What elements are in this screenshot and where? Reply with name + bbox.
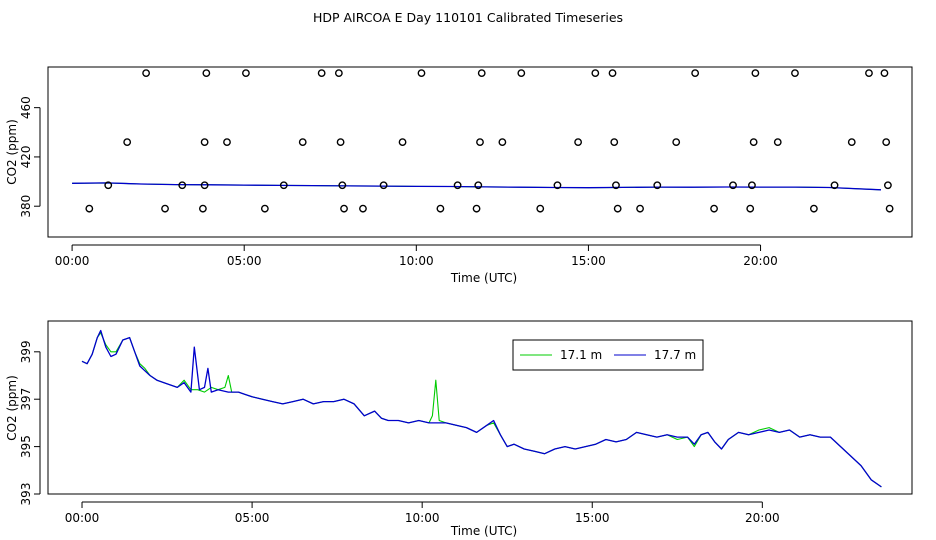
top-data-point [536, 204, 545, 213]
top-data-point [279, 181, 288, 190]
top-data-point [476, 138, 484, 147]
top-y-tick-label: 460 [19, 96, 33, 119]
top-x-tick-label: 00:00 [55, 254, 90, 268]
top-data-point [498, 138, 507, 147]
legend: 17.1 m 17.7 m [512, 339, 704, 371]
bottom-x-tick-label: 10:00 [405, 511, 440, 525]
top-data-point [340, 204, 348, 213]
top-x-tick-label: 20:00 [743, 254, 778, 268]
top-data-point [691, 69, 700, 78]
bottom-x-tick-label: 05:00 [235, 511, 270, 525]
top-data-point [865, 69, 873, 78]
top-data-point [359, 204, 367, 213]
top-data-point [884, 181, 892, 190]
top-data-point [104, 181, 113, 190]
top-data-point [199, 204, 207, 213]
top-data-point [613, 204, 622, 213]
top-data-point [398, 138, 407, 147]
top-data-point [178, 181, 187, 190]
bottom-x-tick-label: 00:00 [65, 511, 100, 525]
top-plot-frame [47, 66, 913, 238]
top-data-point [672, 138, 681, 147]
top-data-point [574, 138, 583, 147]
top-data-point [85, 204, 94, 213]
top-data-point [472, 204, 481, 213]
top-data-point [336, 138, 345, 147]
top-data-point [317, 69, 326, 78]
top-data-point [591, 69, 600, 78]
top-data-point [436, 204, 445, 213]
top-data-point [417, 69, 426, 78]
top-data-point [260, 204, 269, 213]
top-data-point [298, 138, 307, 147]
top-data-point [791, 69, 799, 78]
top-data-point [202, 69, 211, 78]
top-series-line-2 [72, 182, 882, 191]
bottom-x-tick-label: 15:00 [575, 511, 610, 525]
top-y-tick-label: 420 [19, 145, 33, 168]
bottom-y-tick-label: 393 [19, 483, 33, 506]
top-data-point [223, 138, 231, 147]
top-data-point [200, 138, 209, 147]
top-data-point [379, 181, 388, 190]
top-data-point [453, 181, 462, 190]
bottom-x-tick-label: 20:00 [745, 511, 780, 525]
top-data-point [809, 204, 818, 213]
bottom-series-line-1 [81, 332, 882, 488]
top-panel: Time (UTC) CO2 (ppm) 00:00 05:00 10:00 15:0… [5, 66, 913, 285]
top-data-point [608, 69, 617, 78]
top-data-point [830, 181, 839, 190]
top-data-point [161, 204, 169, 213]
bottom-plot-frame [47, 320, 913, 495]
legend-label-17-7m: 17.7 m [654, 348, 696, 362]
top-data-point [882, 138, 891, 147]
top-data-point [242, 69, 250, 78]
bottom-x-axis-label: Time (UTC) [450, 524, 517, 538]
top-data-point [710, 204, 718, 213]
bottom-series-line-2 [81, 329, 882, 488]
top-x-tick-label: 05:00 [227, 254, 262, 268]
top-data-point [474, 181, 483, 190]
top-data-point [517, 69, 526, 78]
top-data-point [553, 181, 562, 190]
top-data-point [746, 204, 755, 213]
bottom-y-tick-label: 395 [19, 435, 33, 458]
bottom-y-axis-label: CO2 (ppm) [5, 375, 19, 441]
top-data-point [729, 181, 737, 190]
top-data-point [200, 181, 209, 190]
top-data-point [653, 181, 662, 190]
top-data-point [751, 69, 760, 78]
bottom-y-tick-label: 397 [19, 388, 33, 411]
top-data-point [885, 204, 894, 213]
bottom-y-tick-label: 399 [19, 340, 33, 363]
top-data-point [636, 204, 644, 213]
legend-label-17-1m: 17.1 m [560, 348, 602, 362]
top-x-axis-label: Time (UTC) [450, 271, 517, 285]
top-data-point [610, 138, 619, 147]
top-data-point [142, 69, 151, 78]
top-data-point [477, 69, 486, 78]
top-data-point [880, 69, 889, 78]
top-data-point [334, 69, 343, 78]
top-data-point [123, 138, 132, 147]
top-x-tick-label: 10:00 [399, 254, 434, 268]
top-data-point [773, 138, 782, 147]
top-data-point [338, 181, 347, 190]
top-data-point [749, 138, 758, 147]
top-data-point [847, 138, 856, 147]
top-y-axis-label: CO2 (ppm) [5, 119, 19, 185]
bottom-panel: Time (UTC) CO2 (ppm) 00:00 05:00 10:00 15:0… [5, 320, 913, 538]
top-y-tick-label: 380 [19, 195, 33, 218]
top-data-point [748, 181, 756, 190]
top-data-point [612, 181, 620, 190]
chart-title: HDP AIRCOA E Day 110101 Calibrated Times… [313, 10, 623, 25]
top-x-tick-label: 15:00 [571, 254, 606, 268]
